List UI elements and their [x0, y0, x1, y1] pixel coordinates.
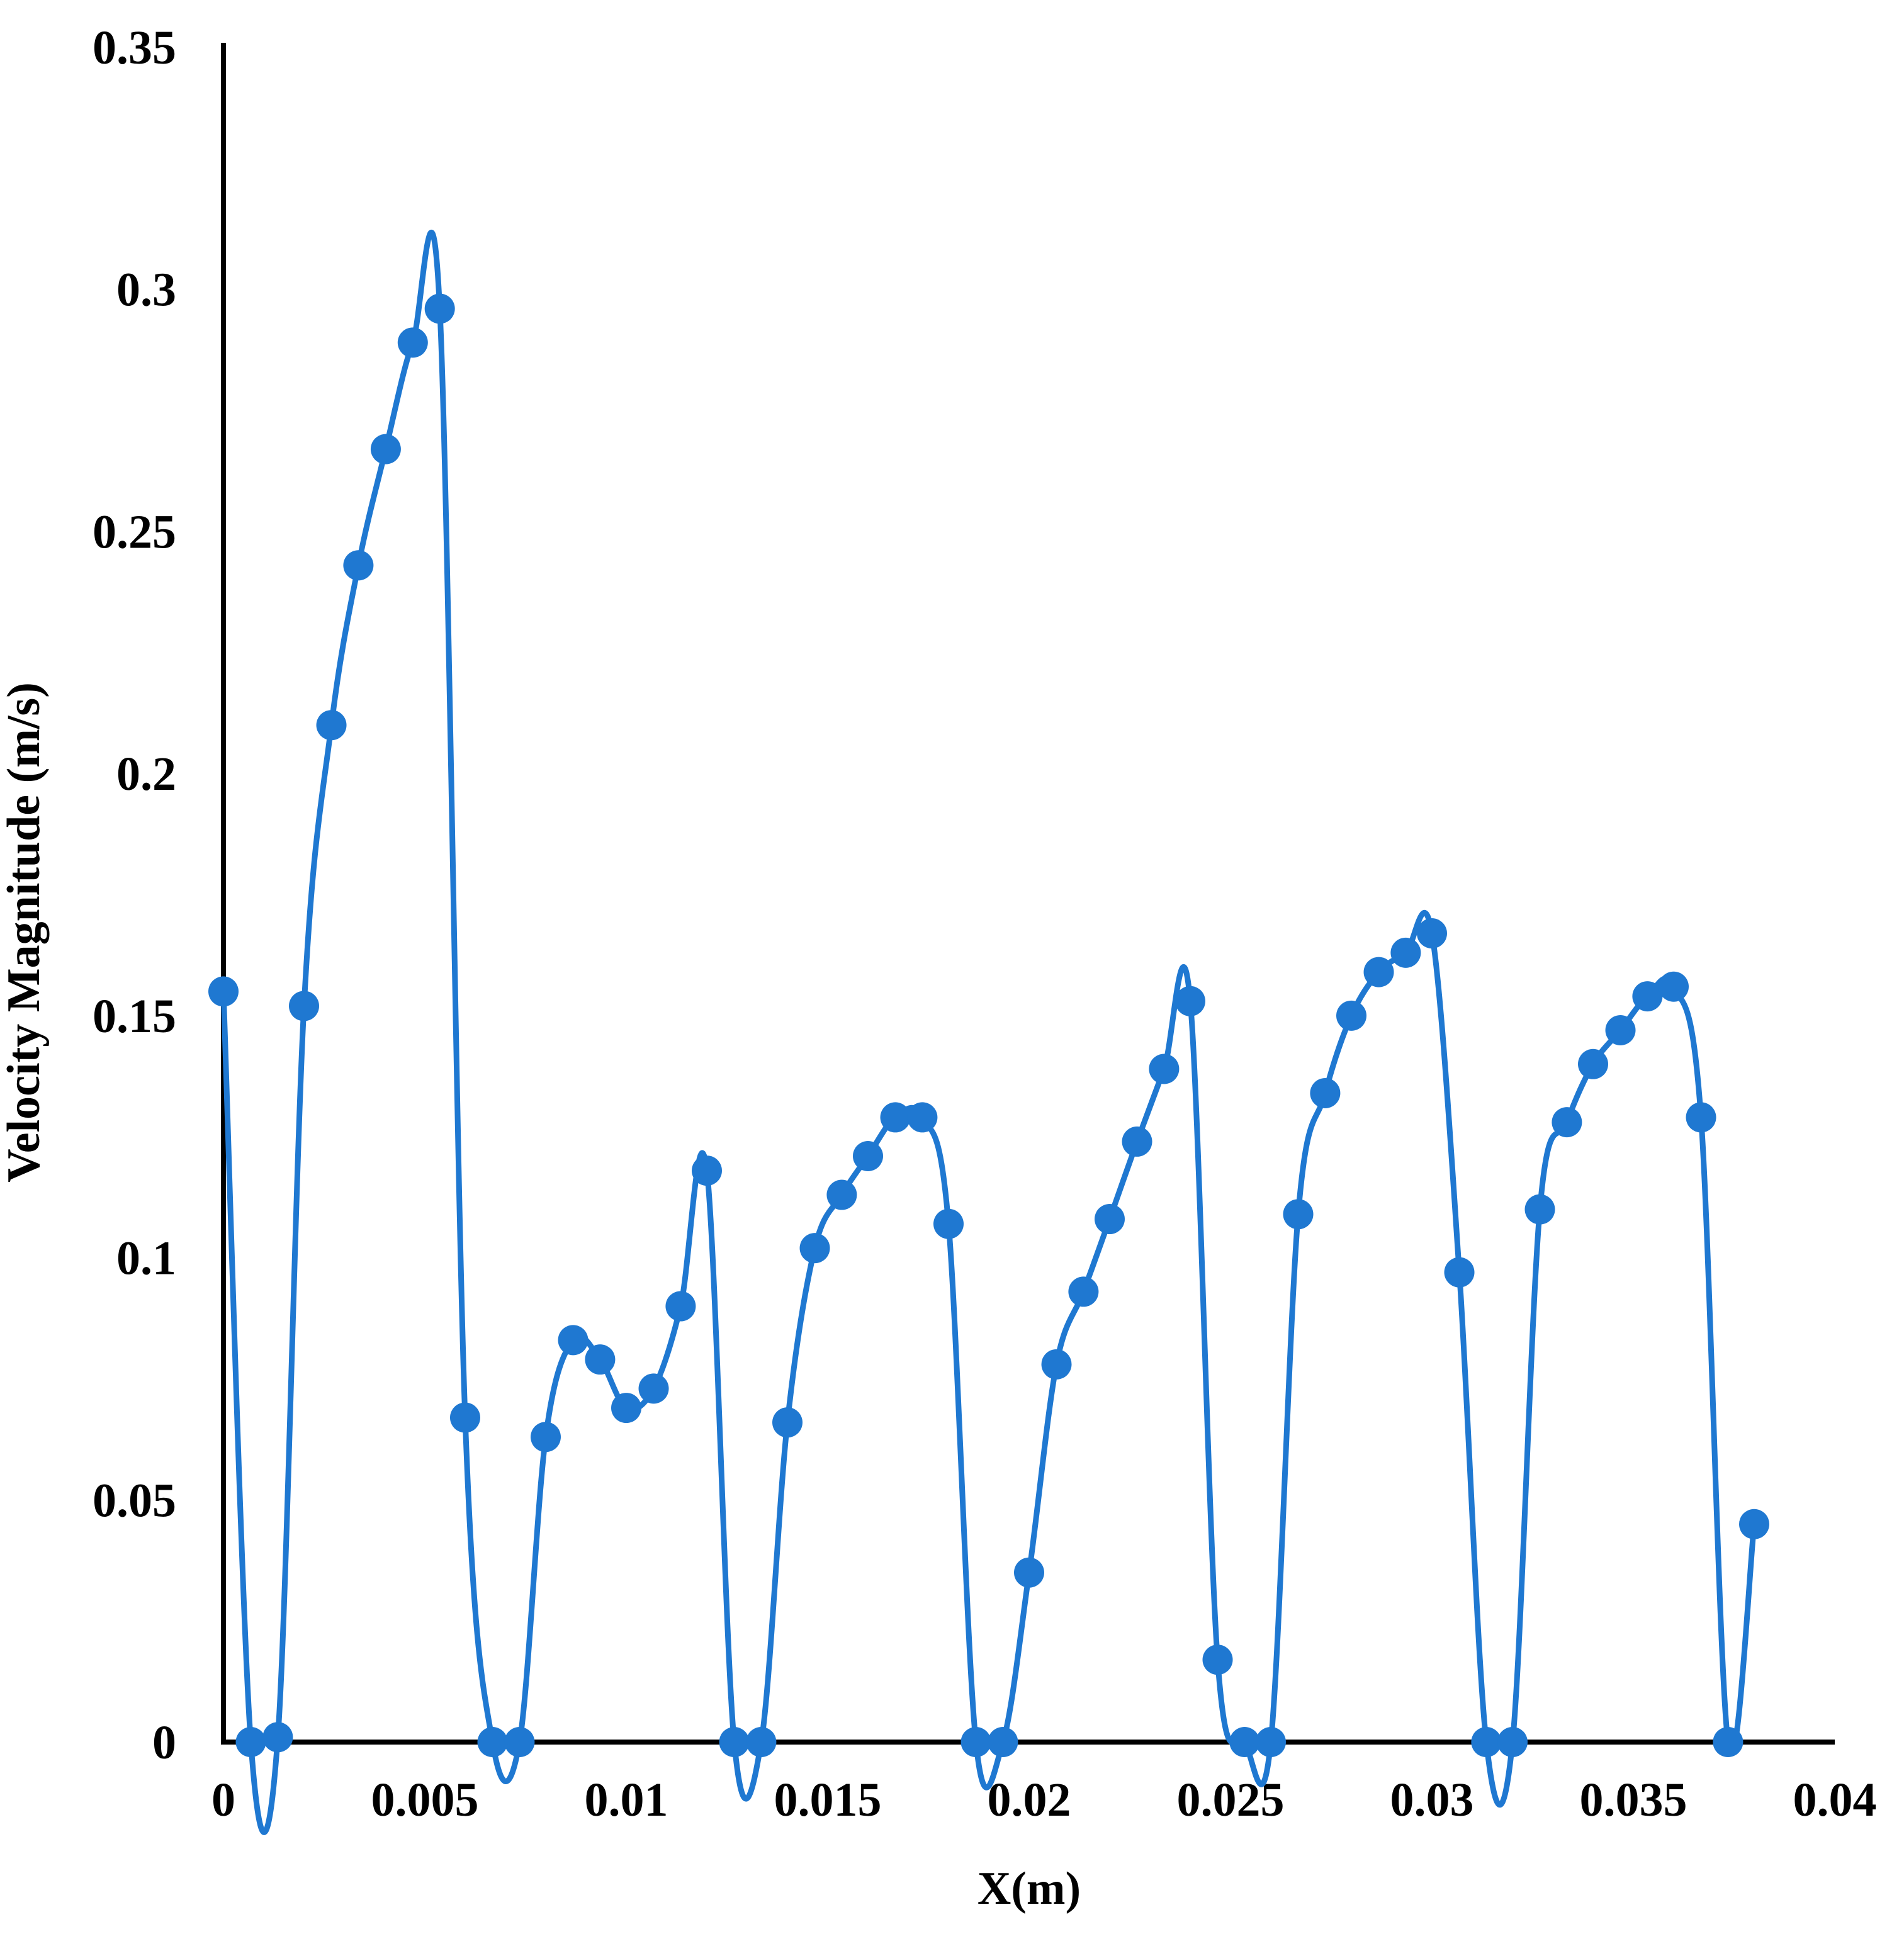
y-tick-label: 0.05	[93, 1474, 176, 1527]
x-tick-label: 0.005	[371, 1774, 479, 1826]
data-point	[665, 1291, 696, 1322]
data-point	[370, 434, 401, 464]
data-point	[1229, 1727, 1260, 1757]
data-point	[1578, 1049, 1608, 1079]
data-point	[477, 1727, 508, 1757]
x-tick-labels: 0 0.005 0.01 0.015 0.02 0.025 0.03 0.035 0.04	[211, 1774, 1877, 1826]
data-point	[1686, 1102, 1716, 1133]
data-point	[1497, 1727, 1528, 1757]
data-point	[880, 1102, 911, 1133]
data-point	[1524, 1194, 1555, 1225]
x-tick-label: 0.03	[1390, 1774, 1474, 1826]
series-velocity	[220, 229, 1757, 1835]
data-point	[826, 1179, 857, 1210]
data-point	[450, 1402, 480, 1433]
data-point	[1390, 937, 1421, 968]
data-point	[1122, 1126, 1152, 1157]
series-line	[220, 229, 1757, 1835]
data-point	[558, 1325, 589, 1356]
x-tick-label: 0.02	[988, 1774, 1071, 1826]
data-point	[1605, 1015, 1636, 1045]
data-point	[1471, 1727, 1502, 1757]
data-point	[1632, 981, 1663, 1012]
y-tick-label: 0.35	[93, 21, 176, 74]
data-point	[746, 1727, 777, 1757]
x-tick-label: 0.04	[1793, 1774, 1877, 1826]
data-point	[1202, 1644, 1233, 1675]
x-axis-title: X(m)	[977, 1863, 1081, 1914]
y-tick-label: 0.15	[93, 990, 176, 1043]
data-point	[1149, 1054, 1180, 1084]
data-point	[504, 1727, 535, 1757]
data-point	[1068, 1276, 1099, 1307]
data-point	[907, 1102, 938, 1133]
y-tick-label: 0.1	[116, 1232, 176, 1285]
data-point	[1256, 1727, 1286, 1757]
data-point	[289, 991, 319, 1021]
data-point	[853, 1140, 883, 1171]
x-tick-label: 0.015	[774, 1774, 882, 1826]
data-point	[799, 1233, 830, 1264]
data-point	[772, 1407, 803, 1438]
data-point	[1444, 1257, 1475, 1288]
x-tick-label: 0.035	[1580, 1774, 1687, 1826]
data-point	[262, 1722, 293, 1753]
data-point	[1310, 1077, 1341, 1108]
data-point	[960, 1727, 991, 1757]
x-tick-label: 0.025	[1177, 1774, 1285, 1826]
series-markers	[208, 293, 1769, 1757]
data-point	[1283, 1199, 1314, 1230]
data-point	[316, 710, 347, 741]
data-point	[1417, 918, 1447, 949]
data-point	[692, 1155, 722, 1186]
y-axis-title: Velocity Magnitude (m/s)	[0, 682, 50, 1183]
y-tick-label: 0.2	[116, 748, 176, 801]
data-point	[1041, 1349, 1072, 1380]
data-point	[933, 1208, 964, 1239]
y-tick-labels: 0 0.05 0.1 0.15 0.2 0.25 0.3 0.35	[93, 21, 176, 1769]
data-point	[397, 327, 428, 358]
y-tick-label: 0.25	[93, 505, 176, 558]
y-tick-label: 0.3	[116, 264, 176, 317]
data-point	[1552, 1107, 1582, 1138]
data-point	[1336, 1000, 1366, 1031]
data-point	[1363, 957, 1394, 987]
data-point	[208, 976, 239, 1007]
data-point	[1659, 971, 1689, 1002]
data-point	[1739, 1509, 1769, 1539]
y-tick-label: 0	[152, 1716, 176, 1769]
x-tick-label: 0	[211, 1774, 235, 1826]
data-point	[235, 1727, 266, 1757]
data-point	[988, 1727, 1018, 1757]
data-point	[343, 550, 374, 581]
data-point	[719, 1727, 750, 1757]
data-point	[1095, 1204, 1125, 1235]
data-point	[424, 293, 455, 324]
data-point	[611, 1393, 641, 1424]
data-point	[1713, 1727, 1743, 1757]
data-point	[1175, 986, 1205, 1016]
data-point	[585, 1344, 616, 1375]
data-point	[531, 1422, 561, 1453]
x-tick-label: 0.01	[585, 1774, 668, 1826]
data-point	[638, 1373, 669, 1404]
data-point	[1014, 1557, 1044, 1588]
